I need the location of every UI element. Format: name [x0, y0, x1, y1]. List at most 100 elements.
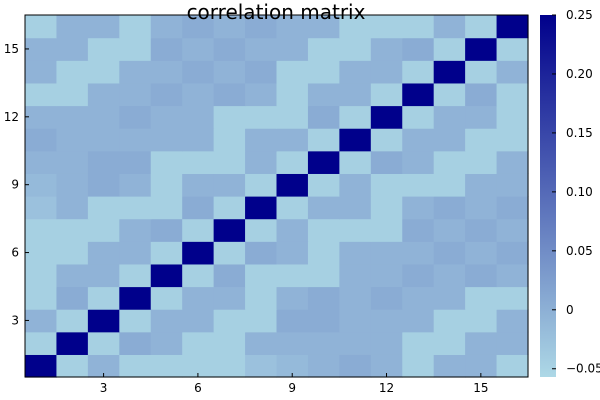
heatmap-cell	[245, 263, 278, 288]
heatmap-cell	[276, 286, 309, 310]
plot-frame	[24, 14, 529, 378]
heatmap-cell	[182, 218, 215, 242]
heatmap-cell	[182, 241, 215, 265]
heatmap-cell	[182, 331, 215, 355]
heatmap-cell	[213, 105, 246, 129]
heatmap-cell	[402, 60, 435, 84]
x-axis-ticks: 3 6 9 12 15	[100, 373, 488, 395]
heatmap-cell	[245, 60, 278, 84]
heatmap-cell	[496, 105, 529, 129]
heatmap-cell	[182, 105, 215, 129]
heatmap-cell	[119, 15, 152, 39]
heatmap-cell	[339, 196, 372, 220]
heatmap-cell	[182, 173, 215, 197]
heatmap-cell	[213, 286, 246, 310]
heatmap-cell	[307, 354, 340, 378]
heatmap-cell	[119, 196, 152, 220]
colorbar-tick-label: 0.05	[566, 244, 593, 258]
heatmap-cell	[307, 241, 340, 265]
heatmap-cell	[339, 60, 372, 84]
heatmap-cell	[25, 60, 58, 84]
heatmap-cell	[213, 173, 246, 197]
heatmap-cell	[402, 15, 435, 39]
heatmap-cell	[276, 60, 309, 84]
heatmap-cell	[25, 82, 58, 107]
heatmap-cell	[56, 105, 89, 129]
heatmap-cell	[119, 241, 152, 265]
heatmap-cell	[150, 218, 183, 242]
heatmap-cell	[433, 82, 466, 107]
heatmap-cell	[276, 331, 309, 355]
heatmap-cell	[245, 309, 278, 333]
heatmap-cell	[245, 37, 278, 61]
heatmap-cell	[245, 82, 278, 107]
heatmap-cell	[87, 286, 120, 310]
heatmap-cell	[182, 196, 215, 220]
colorbar-tick-label: 0	[566, 303, 574, 317]
heatmap-cell	[245, 286, 278, 310]
heatmap-cell	[339, 331, 372, 355]
heatmap-cells	[25, 15, 529, 378]
heatmap-cell	[496, 354, 529, 378]
heatmap-cell	[150, 150, 183, 174]
heatmap-cell	[370, 286, 403, 310]
heatmap-cell	[119, 331, 152, 355]
heatmap-cell	[465, 105, 498, 129]
heatmap-cell	[213, 241, 246, 265]
heatmap-cell	[87, 128, 120, 152]
heatmap-cell	[276, 37, 309, 61]
heatmap-cell	[87, 309, 120, 333]
heatmap-cell	[307, 218, 340, 242]
heatmap-cell	[56, 263, 89, 288]
heatmap-cell	[465, 196, 498, 220]
heatmap-cell	[307, 150, 340, 174]
heatmap-cell	[56, 218, 89, 242]
heatmap-cell	[245, 15, 278, 39]
heatmap-cell	[370, 105, 403, 129]
y-tick-label: 9	[11, 178, 19, 192]
heatmap-cell	[465, 37, 498, 61]
heatmap-cell	[87, 331, 120, 355]
heatmap-cell	[339, 218, 372, 242]
heatmap-cell	[25, 196, 58, 220]
heatmap-cell	[87, 150, 120, 174]
colorbar	[540, 15, 556, 377]
heatmap-cell	[25, 150, 58, 174]
heatmap-cell	[56, 15, 89, 39]
heatmap-cell	[213, 196, 246, 220]
heatmap-cell	[213, 331, 246, 355]
heatmap-cell	[245, 218, 278, 242]
heatmap-cell	[433, 37, 466, 61]
heatmap-cell	[433, 331, 466, 355]
heatmap-cell	[402, 263, 435, 288]
heatmap-cell	[56, 241, 89, 265]
heatmap-cell	[496, 60, 529, 84]
heatmap-cell	[276, 309, 309, 333]
heatmap-cell	[87, 241, 120, 265]
heatmap-cell	[496, 37, 529, 61]
heatmap-cell	[465, 241, 498, 265]
heatmap-cell	[25, 286, 58, 310]
heatmap-cell	[402, 196, 435, 220]
heatmap-cell	[496, 241, 529, 265]
heatmap-cell	[182, 309, 215, 333]
heatmap-cell	[370, 173, 403, 197]
heatmap-cell	[433, 354, 466, 378]
heatmap-cell	[245, 241, 278, 265]
heatmap-cell	[56, 286, 89, 310]
heatmap-cell	[276, 15, 309, 39]
heatmap-cell	[182, 82, 215, 107]
heatmap-cell	[433, 105, 466, 129]
heatmap-cell	[496, 82, 529, 107]
colorbar-tick-label: 0.10	[566, 185, 593, 199]
heatmap-cell	[25, 263, 58, 288]
heatmap-cell	[213, 150, 246, 174]
heatmap-cell	[465, 331, 498, 355]
heatmap-cell	[245, 150, 278, 174]
heatmap-cell	[276, 150, 309, 174]
heatmap-cell	[119, 82, 152, 107]
heatmap-cell	[339, 286, 372, 310]
colorbar-ticks: −0.05 0 0.05 0.10 0.15 0.20 0.25	[552, 8, 600, 376]
heatmap-cell	[339, 173, 372, 197]
heatmap-cell	[402, 286, 435, 310]
